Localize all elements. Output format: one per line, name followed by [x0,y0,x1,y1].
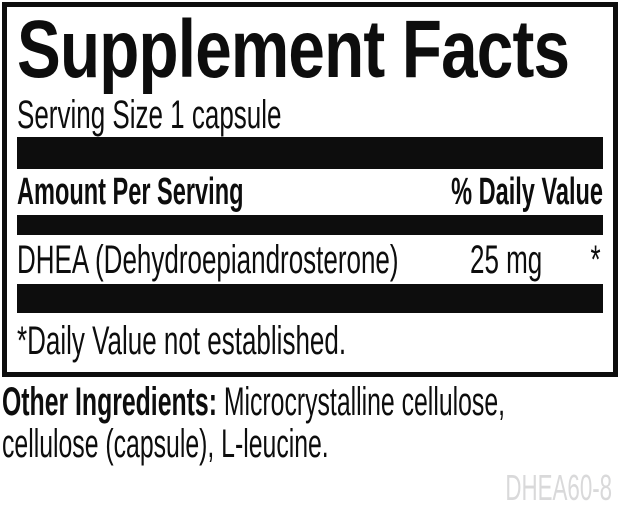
panel-title: Supplement Facts [17,4,570,95]
other-ingredients-label: Other Ingredients: [2,380,217,424]
other-ingredients-text: Microcrystalline cellulose, cellulose (c… [2,380,506,466]
supplement-facts-panel: Supplement Facts Serving Size 1 capsule … [2,2,618,377]
separator-bar-thick-top [17,137,603,169]
daily-value-header: % Daily Value [451,171,603,213]
serving-size-text: Serving Size 1 capsule [17,93,282,137]
ingredient-row: DHEA (Dehydroepiandrosterone) 25 mg * [17,235,603,284]
ingredient-amount: 25 mg [470,238,543,282]
other-ingredients: Other Ingredients: Microcrystalline cell… [2,381,624,465]
product-code: DHEA60-8 [505,467,612,508]
footnote-text: *Daily Value not established. [17,319,347,363]
column-header-row: Amount Per Serving % Daily Value [17,169,603,215]
ingredient-daily-value: * [590,238,601,282]
serving-size-row: Serving Size 1 capsule [17,91,603,137]
amount-per-serving-header: Amount Per Serving [17,171,244,213]
separator-bar-thick-bottom [17,284,603,313]
product-code-row: DHEA60-8 [440,470,612,506]
footnote-row: *Daily Value not established. [17,313,603,366]
separator-bar-thin [17,215,603,235]
panel-title-row: Supplement Facts [17,4,603,95]
ingredient-name: DHEA (Dehydroepiandrosterone) [17,238,399,282]
